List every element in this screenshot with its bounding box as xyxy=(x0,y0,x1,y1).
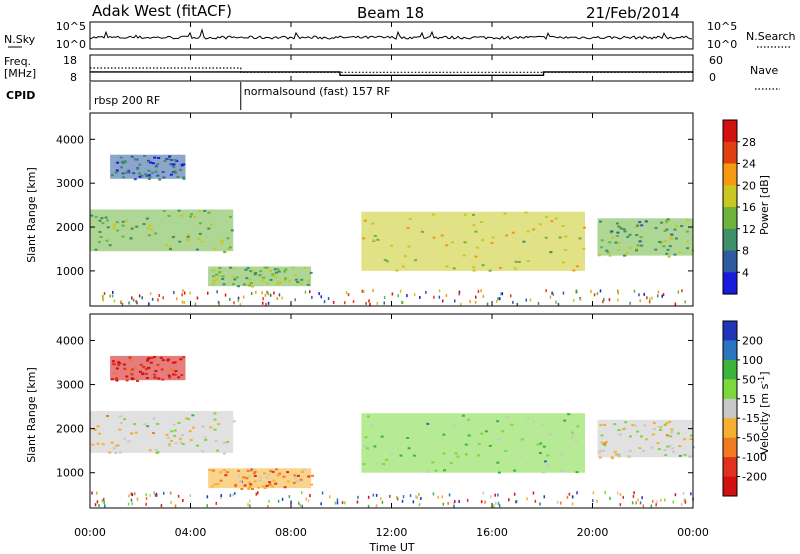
power-echo-cells xyxy=(90,154,695,306)
time-tick-label: 00:00 xyxy=(74,526,106,539)
velocity-near-range-speckle xyxy=(91,491,694,508)
power-colorbar-tick-label: 24 xyxy=(742,158,756,171)
velocity-panel: 1000 2000 3000 4000 Slant Range [km] 200 100… xyxy=(25,313,772,509)
sky-label: N.Sky xyxy=(4,33,36,46)
velocity-colorbar-tick-label: 200 xyxy=(742,334,763,347)
velocity-echo-region xyxy=(90,411,236,455)
power-colorbar-tick-label: 28 xyxy=(742,136,756,149)
cpid-segment-rbsp: rbsp 200 RF xyxy=(94,94,160,107)
time-axis: 00:00 04:00 08:00 12:00 16:00 20:00 00:00 xyxy=(74,22,709,539)
beam-title: Beam 18 xyxy=(357,4,424,22)
freq-left-tick-bottom: 8 xyxy=(70,71,77,84)
velocity-colorbar: 200 100 50 15 -15 -50 -100 -200 xyxy=(722,320,767,497)
time-tick-label: 12:00 xyxy=(376,526,408,539)
velocity-colorbar-swatch xyxy=(723,437,737,458)
power-echo-region xyxy=(361,211,586,272)
velocity-colorbar-swatch xyxy=(723,398,737,419)
nave-right-tick-top: 60 xyxy=(709,54,723,67)
velocity-echo-cells xyxy=(90,355,695,508)
time-tick-label: 16:00 xyxy=(476,526,508,539)
time-tick-label: 04:00 xyxy=(175,526,207,539)
sky-strip: N.Sky 10^5 10^0 10^5 10^0 N.Search xyxy=(4,20,796,51)
time-axis-label: Time UT xyxy=(368,541,414,554)
power-y-tick-label: 2000 xyxy=(56,221,84,234)
freq-strip: Freq. [MHz] 18 8 60 0 Nave xyxy=(4,54,780,90)
cpid-segment-normalsound: normalsound (fast) 157 RF xyxy=(244,85,391,98)
velocity-colorbar-tick-label: -200 xyxy=(742,471,767,484)
power-colorbar-tick-label: 20 xyxy=(742,179,756,192)
sky-right-tick-bottom: 10^0 xyxy=(707,38,737,51)
power-y-axis-label: Slant Range [km] xyxy=(25,167,38,263)
power-colorbar-swatch xyxy=(723,141,737,165)
power-colorbar-swatch xyxy=(723,228,737,252)
velocity-y-tick-label: 4000 xyxy=(56,334,84,347)
velocity-colorbar-swatch xyxy=(723,340,737,361)
freq-left-tick-top: 18 xyxy=(63,54,77,67)
power-y-tick-label: 3000 xyxy=(56,177,84,190)
power-echo-region xyxy=(208,266,313,288)
time-tick-label: 20:00 xyxy=(577,526,609,539)
velocity-echo-region xyxy=(361,413,585,474)
power-echo-region xyxy=(597,218,695,258)
power-y-ticks: 1000 2000 3000 4000 xyxy=(56,133,693,278)
power-near-range-speckle xyxy=(102,289,686,306)
velocity-colorbar-tick-label: 50 xyxy=(742,373,756,386)
frequency-trace xyxy=(90,71,693,76)
velocity-colorbar-tick-label: 100 xyxy=(742,354,763,367)
time-tick-label: 08:00 xyxy=(275,526,307,539)
time-tick-label: 00:00 xyxy=(677,526,709,539)
power-colorbar-tick-label: 4 xyxy=(742,266,749,279)
velocity-colorbar-tick-label: 15 xyxy=(742,393,756,406)
search-label: N.Search xyxy=(746,30,796,43)
cpid-strip: CPID rbsp 200 RF normalsound (fast) 157 … xyxy=(6,82,390,110)
power-y-tick-label: 4000 xyxy=(56,133,84,146)
velocity-y-ticks: 1000 2000 3000 4000 xyxy=(56,334,693,480)
velocity-colorbar-frame xyxy=(722,320,738,497)
velocity-colorbar-swatch xyxy=(723,457,737,477)
velocity-y-tick-label: 3000 xyxy=(56,379,84,392)
velocity-colorbar-swatch xyxy=(723,321,737,341)
velocity-colorbar-tick-label: -15 xyxy=(742,412,760,425)
date-title: 21/Feb/2014 xyxy=(586,4,680,22)
nave-label: Nave xyxy=(750,64,778,77)
velocity-echo-region xyxy=(110,355,186,382)
power-echo-region xyxy=(110,154,186,181)
velocity-colorbar-swatch xyxy=(723,379,737,400)
power-colorbar-swatch xyxy=(723,250,737,273)
power-colorbar-tick-label: 8 xyxy=(742,245,749,258)
velocity-y-tick-label: 2000 xyxy=(56,423,84,436)
freq-label-line2: [MHz] xyxy=(4,67,36,80)
velocity-y-axis-label: Slant Range [km] xyxy=(25,367,38,463)
power-colorbar-swatch xyxy=(723,163,737,186)
velocity-colorbar-swatch xyxy=(723,476,737,497)
velocity-y-tick-label: 1000 xyxy=(56,467,84,480)
velocity-colorbar-tick-label: -50 xyxy=(742,432,760,445)
power-colorbar-swatch xyxy=(723,207,737,230)
power-panel: 1000 2000 3000 4000 Slant Range [km] 4 8 12 16… xyxy=(25,112,771,307)
sky-right-tick-top: 10^5 xyxy=(707,20,737,33)
velocity-colorbar-label: Velocity [m s-1] xyxy=(757,371,772,454)
sky-left-tick-bottom: 10^0 xyxy=(56,38,86,51)
cpid-label: CPID xyxy=(6,89,35,102)
power-y-tick-label: 1000 xyxy=(56,265,84,278)
velocity-colorbar-tick-label: -100 xyxy=(742,451,767,464)
power-echo-region xyxy=(90,209,234,254)
sky-left-tick-top: 10^5 xyxy=(56,20,86,33)
power-colorbar-tick-label: 12 xyxy=(742,223,756,236)
power-colorbar-swatch xyxy=(723,120,737,143)
freq-label-line1: Freq. xyxy=(4,55,31,68)
velocity-colorbar-swatch xyxy=(723,359,737,380)
velocity-echo-region xyxy=(597,419,695,460)
sky-noise-trace xyxy=(89,28,693,40)
nave-right-tick-bottom: 0 xyxy=(709,71,716,84)
power-colorbar-swatch xyxy=(723,272,737,295)
velocity-echo-region xyxy=(208,468,314,490)
power-colorbar: 4 8 12 16 20 24 28 xyxy=(722,119,756,295)
power-colorbar-swatch xyxy=(723,185,737,208)
velocity-colorbar-swatch xyxy=(723,418,737,439)
power-colorbar-label: Power [dB] xyxy=(758,175,771,235)
power-colorbar-tick-label: 16 xyxy=(742,201,756,214)
station-title: Adak West (fitACF) xyxy=(92,2,232,20)
